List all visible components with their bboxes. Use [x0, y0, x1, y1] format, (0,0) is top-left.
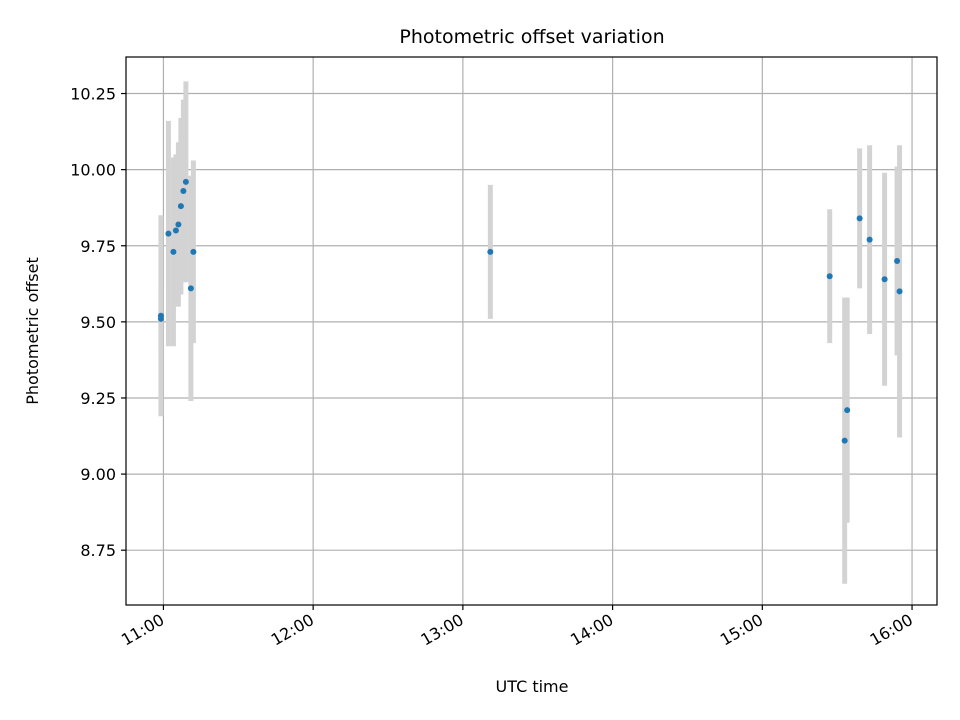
gridlines — [126, 57, 937, 605]
data-point — [182, 178, 189, 185]
data-point — [172, 227, 179, 234]
data-point — [866, 236, 873, 243]
data-point — [881, 276, 888, 283]
data-point — [826, 273, 833, 280]
chart-title: Photometric offset variation — [399, 26, 664, 48]
data-point — [844, 407, 851, 414]
y-tick-label: 9.75 — [80, 237, 116, 256]
plot-frame — [125, 56, 938, 606]
data-point — [180, 187, 187, 194]
y-tick-label: 9.00 — [80, 465, 116, 484]
data-point — [487, 248, 494, 255]
data-point — [165, 230, 172, 237]
data-point — [841, 437, 848, 444]
data-point — [177, 203, 184, 210]
data-point — [856, 215, 863, 222]
y-tick-label: 8.75 — [80, 541, 116, 560]
data-point — [157, 315, 164, 322]
data-points — [157, 178, 903, 444]
y-axis-label: Photometric offset — [23, 257, 42, 405]
x-axis-label: UTC time — [496, 677, 569, 696]
data-point — [894, 257, 901, 264]
y-tick-label: 9.50 — [80, 313, 116, 332]
y-tick-label: 10.00 — [70, 161, 116, 180]
data-point — [175, 221, 182, 228]
data-point — [190, 248, 197, 255]
y-tick-label: 10.25 — [70, 85, 116, 104]
y-axis-ticks: 8.75 9.00 9.25 9.50 9.75 10.00 10.25 — [70, 85, 126, 560]
data-point — [896, 288, 903, 295]
y-tick-label: 9.25 — [80, 389, 116, 408]
data-point — [187, 285, 194, 292]
data-point — [170, 248, 177, 255]
